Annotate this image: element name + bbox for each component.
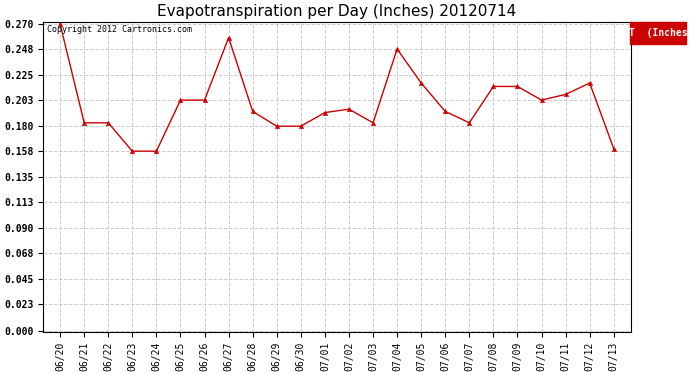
Text: ET  (Inches): ET (Inches) bbox=[622, 28, 690, 38]
Text: Copyright 2012 Cartronics.com: Copyright 2012 Cartronics.com bbox=[47, 26, 192, 34]
Title: Evapotranspiration per Day (Inches) 20120714: Evapotranspiration per Day (Inches) 2012… bbox=[157, 4, 517, 19]
